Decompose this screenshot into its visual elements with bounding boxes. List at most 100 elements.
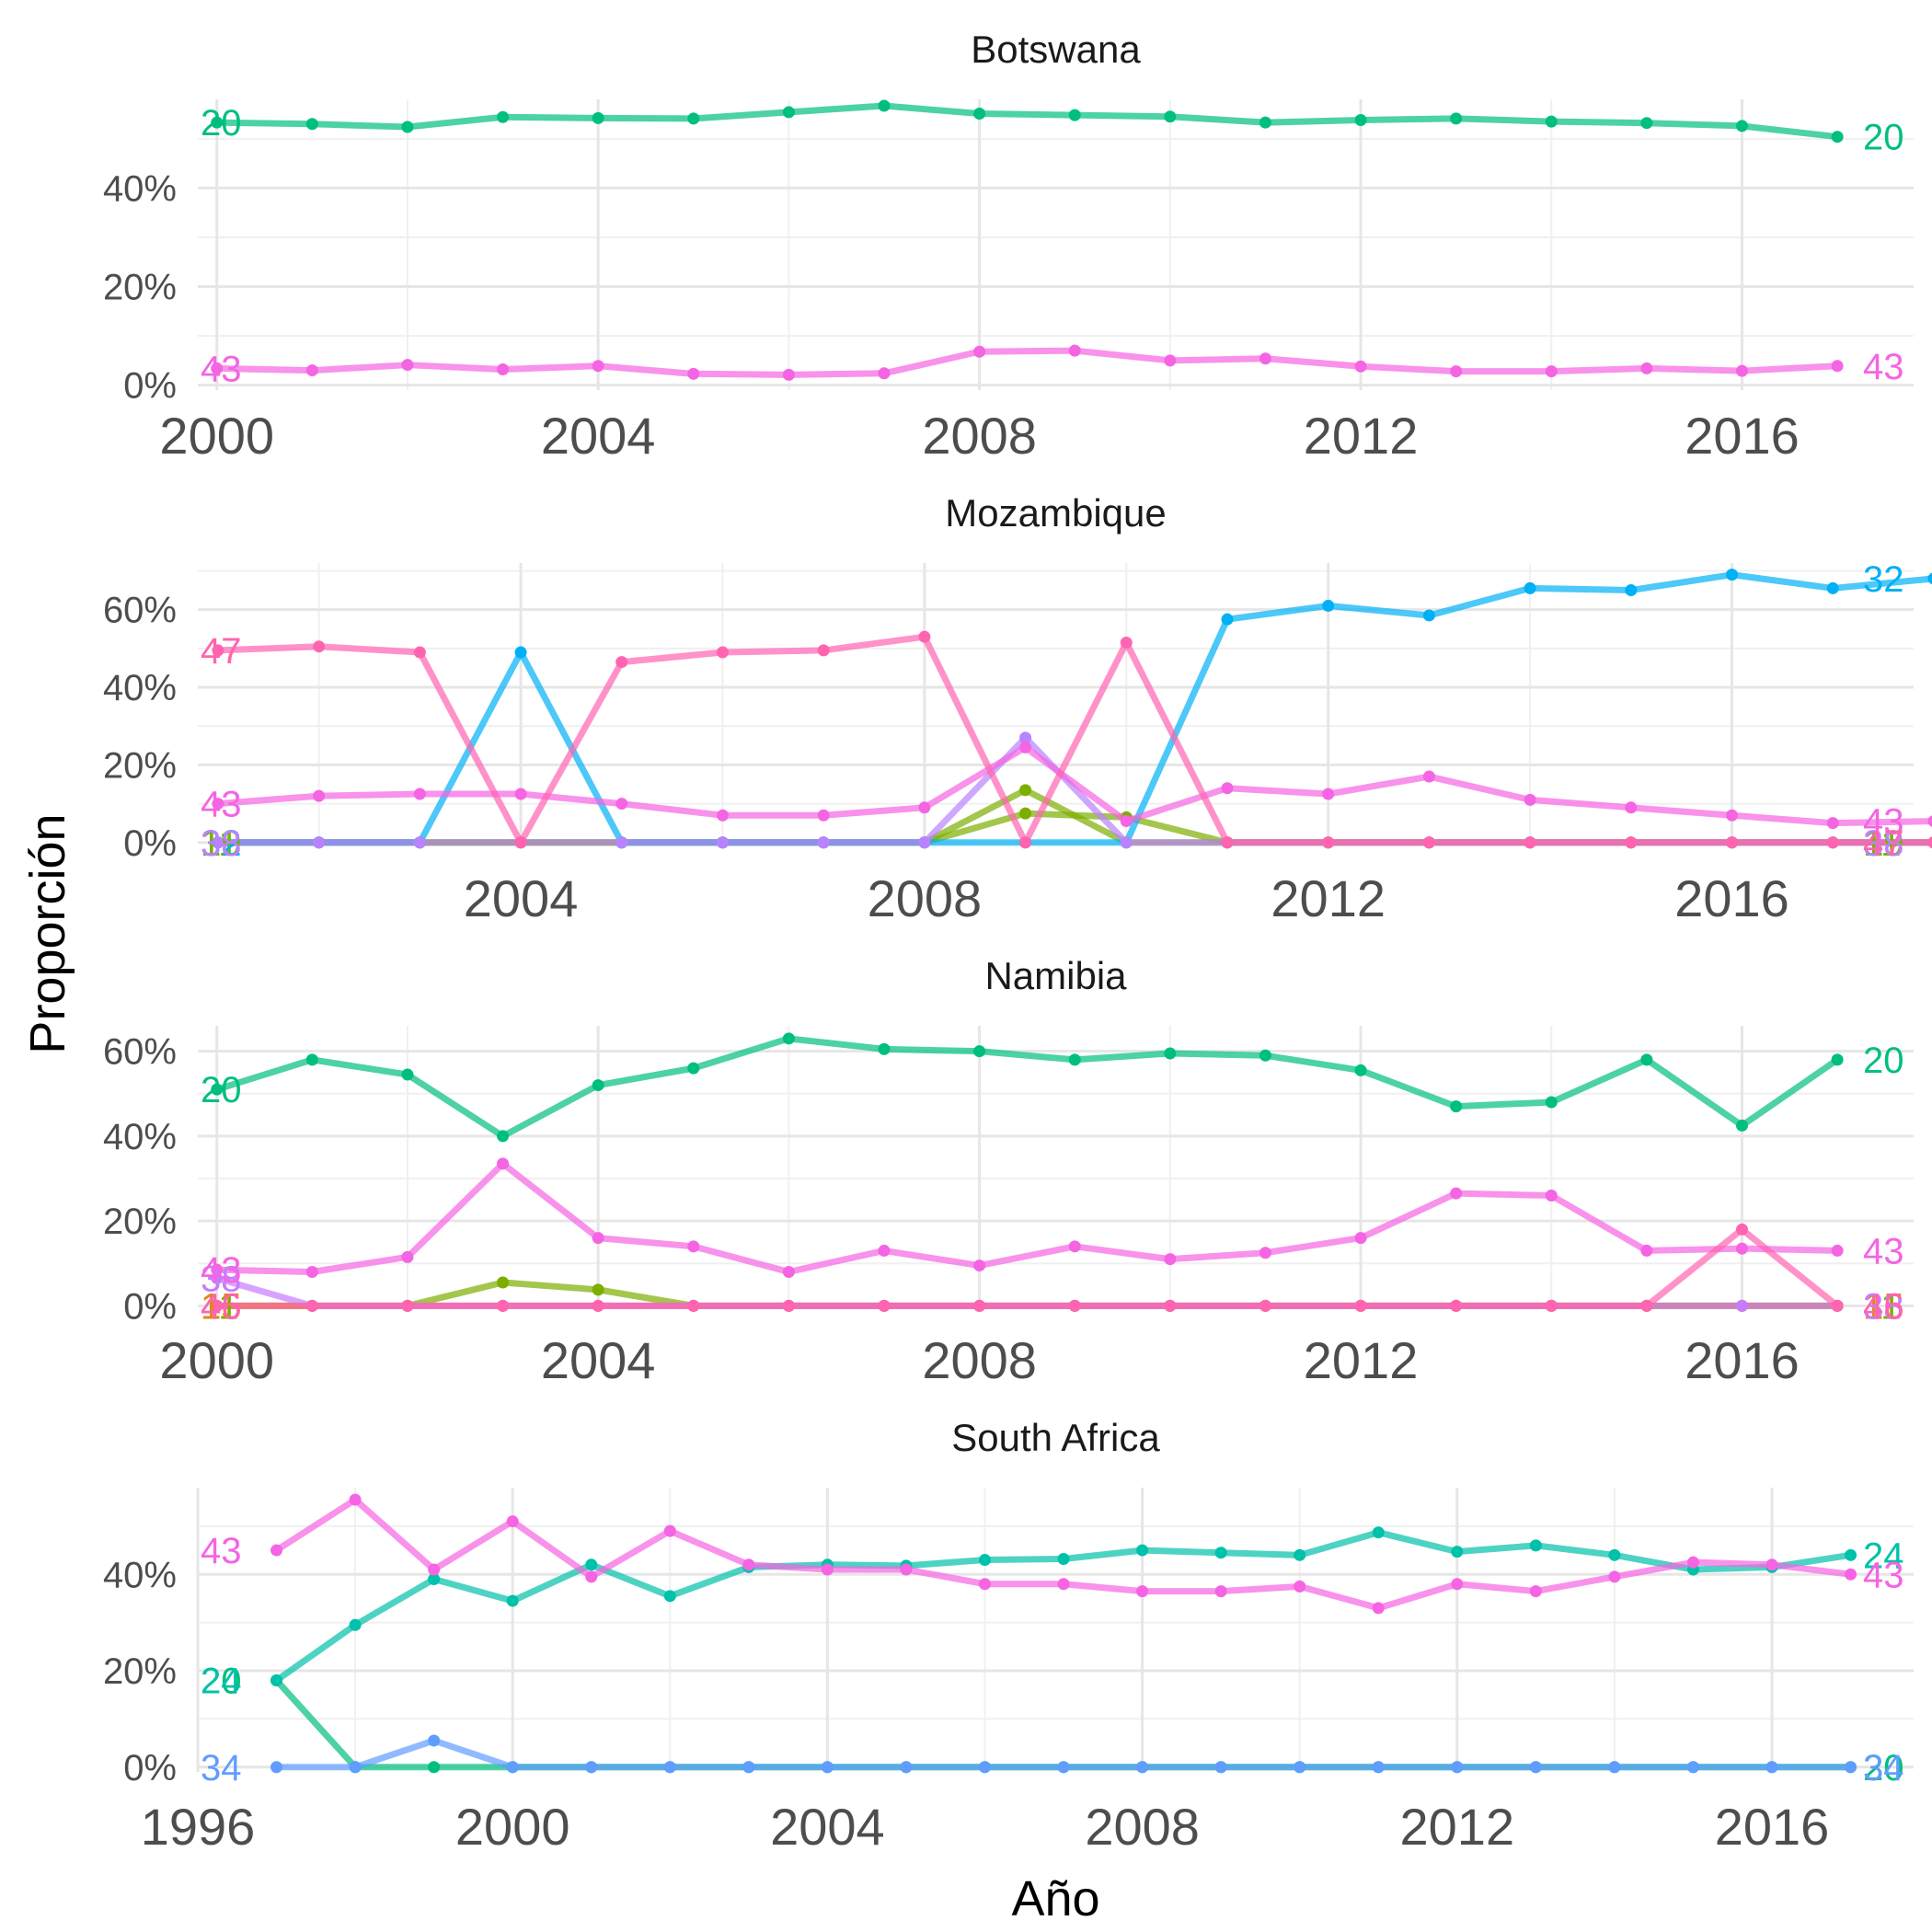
y-tick-label: 40% xyxy=(103,668,177,708)
data-point-47 xyxy=(716,646,729,659)
x-tick-label: 1996 xyxy=(141,1798,256,1856)
data-point-43 xyxy=(1831,1244,1844,1257)
data-point-32 xyxy=(1422,609,1435,622)
data-point-24 xyxy=(1214,1547,1227,1559)
data-point-47 xyxy=(1120,636,1133,649)
data-point-47 xyxy=(817,644,830,657)
data-point-11 xyxy=(497,1276,510,1289)
data-point-43 xyxy=(1765,1558,1778,1571)
data-point-43 xyxy=(878,1244,891,1257)
data-point-34 xyxy=(1608,1761,1621,1774)
data-point-43 xyxy=(1529,1585,1542,1598)
x-tick-label: 2008 xyxy=(1085,1798,1200,1856)
data-point-43 xyxy=(1372,1602,1385,1615)
data-point-20 xyxy=(305,1053,318,1066)
data-point-43 xyxy=(514,788,527,800)
data-point-34 xyxy=(428,1734,441,1747)
data-point-43 xyxy=(1451,1578,1464,1591)
data-point-43 xyxy=(1057,1578,1070,1591)
y-tick-label: 20% xyxy=(103,745,177,786)
series-line-46 xyxy=(216,1225,1840,1309)
data-point-38 xyxy=(313,836,326,849)
data-point-32 xyxy=(514,646,527,659)
data-point-43 xyxy=(1164,354,1177,367)
data-point-43 xyxy=(878,367,891,380)
data-point-43 xyxy=(349,1493,362,1506)
series-end-label: 19 xyxy=(1863,823,1904,864)
data-point-47 xyxy=(1524,836,1536,849)
series-line-20 xyxy=(216,102,1838,141)
data-point-47 xyxy=(1322,836,1335,849)
data-point-43 xyxy=(742,1558,755,1571)
series-line-43 xyxy=(216,347,1838,378)
data-point-43 xyxy=(1545,365,1558,378)
data-point-38 xyxy=(918,836,931,849)
series-line-43 xyxy=(217,743,1932,827)
data-point-43 xyxy=(973,1259,986,1272)
data-point-34 xyxy=(663,1761,676,1774)
data-point-43 xyxy=(1927,815,1932,827)
data-point-47 xyxy=(1019,836,1032,849)
data-point-20 xyxy=(401,1068,414,1081)
data-point-43 xyxy=(1640,1244,1653,1257)
data-point-20 xyxy=(211,1083,224,1096)
data-point-34 xyxy=(900,1761,913,1774)
data-point-43 xyxy=(1354,1232,1367,1245)
series-line-32 xyxy=(217,571,1932,846)
data-point-46 xyxy=(878,1299,891,1312)
data-point-20 xyxy=(1354,113,1367,126)
x-tick-label: 2004 xyxy=(541,1331,656,1389)
data-point-20 xyxy=(1259,1049,1271,1062)
data-point-24 xyxy=(979,1554,992,1567)
data-point-24 xyxy=(1136,1544,1149,1557)
data-point-20 xyxy=(687,112,700,125)
data-point-43 xyxy=(305,1265,318,1278)
series-end-label: 38 xyxy=(1863,823,1904,864)
y-tick-label: 40% xyxy=(103,1555,177,1595)
data-point-43 xyxy=(1322,788,1335,800)
data-point-38 xyxy=(211,1271,224,1284)
data-point-24 xyxy=(1451,1546,1464,1558)
data-point-47 xyxy=(1422,836,1435,849)
series-start-label: 38 xyxy=(201,823,242,864)
data-point-47 xyxy=(313,640,326,653)
data-point-46 xyxy=(1831,1299,1844,1312)
series-end-label: 43 xyxy=(1863,802,1904,843)
data-point-43 xyxy=(592,360,604,373)
data-point-43 xyxy=(663,1524,676,1537)
series-start-label: 19 xyxy=(201,823,242,864)
data-point-43 xyxy=(592,1232,604,1245)
data-point-46 xyxy=(1640,1299,1653,1312)
data-point-46 xyxy=(1354,1299,1367,1312)
series-end-label: 43 xyxy=(1863,347,1904,387)
series-end-label: 43 xyxy=(1863,1555,1904,1595)
data-point-34 xyxy=(506,1761,519,1774)
series-end-label: 47 xyxy=(1863,823,1904,864)
data-point-43 xyxy=(428,1563,441,1576)
series-start-label: 34 xyxy=(201,1748,242,1788)
data-point-34 xyxy=(1765,1761,1778,1774)
data-point-43 xyxy=(817,809,830,822)
series-end-label: 34 xyxy=(1863,1748,1904,1788)
data-point-47 xyxy=(1625,836,1638,849)
data-point-43 xyxy=(1826,817,1839,830)
series-end-label: 43 xyxy=(1863,1231,1904,1271)
data-point-43 xyxy=(1354,360,1367,373)
y-tick-label: 20% xyxy=(103,1651,177,1692)
panel-title: Namibia xyxy=(984,954,1127,997)
data-point-46 xyxy=(1450,1299,1463,1312)
data-point-34 xyxy=(1057,1761,1070,1774)
data-point-38 xyxy=(212,836,224,849)
series-start-label: 46 xyxy=(201,1286,242,1327)
series-start-label: 11 xyxy=(201,823,239,864)
data-point-43 xyxy=(1214,1585,1227,1598)
data-point-20 xyxy=(973,108,986,121)
x-tick-label: 2016 xyxy=(1674,869,1789,927)
x-tick-label: 2012 xyxy=(1304,407,1419,465)
data-point-38 xyxy=(817,836,830,849)
y-tick-label: 60% xyxy=(103,1032,177,1073)
data-point-43 xyxy=(305,364,318,377)
data-point-43 xyxy=(585,1570,598,1583)
series-end-label: 20 xyxy=(1863,1041,1904,1081)
